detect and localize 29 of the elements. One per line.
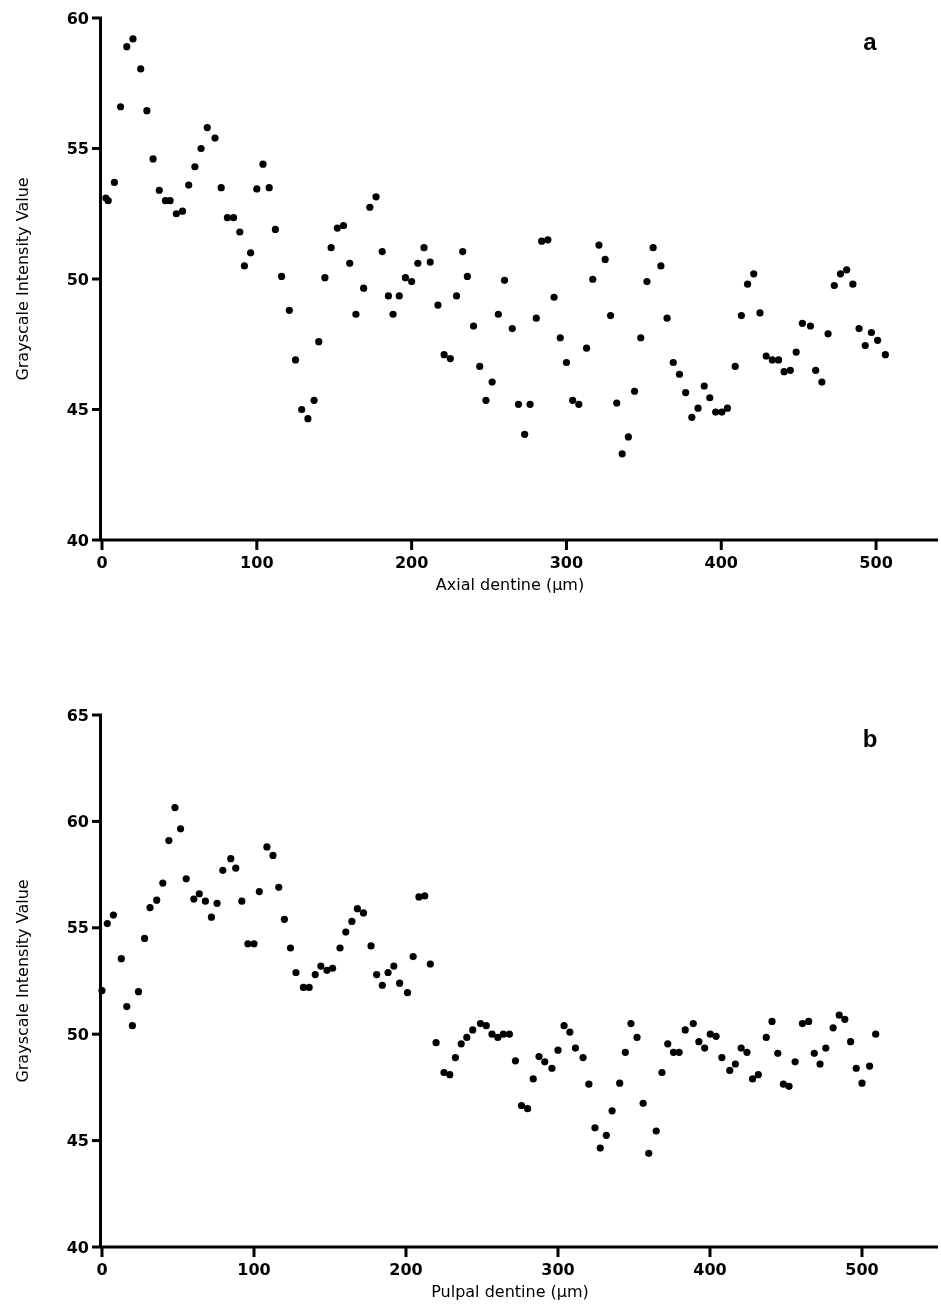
y-tick-label: 40 [66,530,89,550]
x-tick-label: 100 [240,553,274,572]
y-tick-label: 60 [66,812,89,831]
x-tick-label: 500 [845,1260,879,1279]
x-tick-label: 400 [704,553,738,572]
y-tick-label: 40 [66,1237,89,1257]
x-axis-title: Pulpal dentine (µm) [431,1282,589,1301]
x-tick-label: 200 [389,1260,423,1279]
annotation: b [862,725,878,752]
x-tick-label: 300 [549,553,584,572]
y-axis-title: Grayscale Intensity Value [13,177,32,381]
y-tick-label: 55 [66,918,89,938]
x-tick-label: 0 [96,553,108,572]
x-tick-label: 500 [859,553,893,572]
y-tick-label: 55 [66,139,89,159]
x-axis-title: Axial dentine (µm) [435,575,585,594]
x-tick-label: 400 [693,1260,727,1279]
y-tick-label: 65 [66,705,89,725]
y-tick-label: 45 [66,400,89,420]
y-tick-label: 60 [66,8,89,28]
x-tick-label: 200 [394,553,429,572]
x-tick-label: 300 [541,1260,575,1279]
annotation: a [863,28,878,55]
y-axis-title: Grayscale Intensity Value [13,879,32,1083]
y-tick-label: 50 [66,269,89,289]
y-tick-label: 50 [66,1024,89,1044]
y-tick-label: 45 [66,1131,89,1151]
x-tick-label: 100 [237,1260,271,1279]
x-tick-label: 0 [96,1260,108,1279]
